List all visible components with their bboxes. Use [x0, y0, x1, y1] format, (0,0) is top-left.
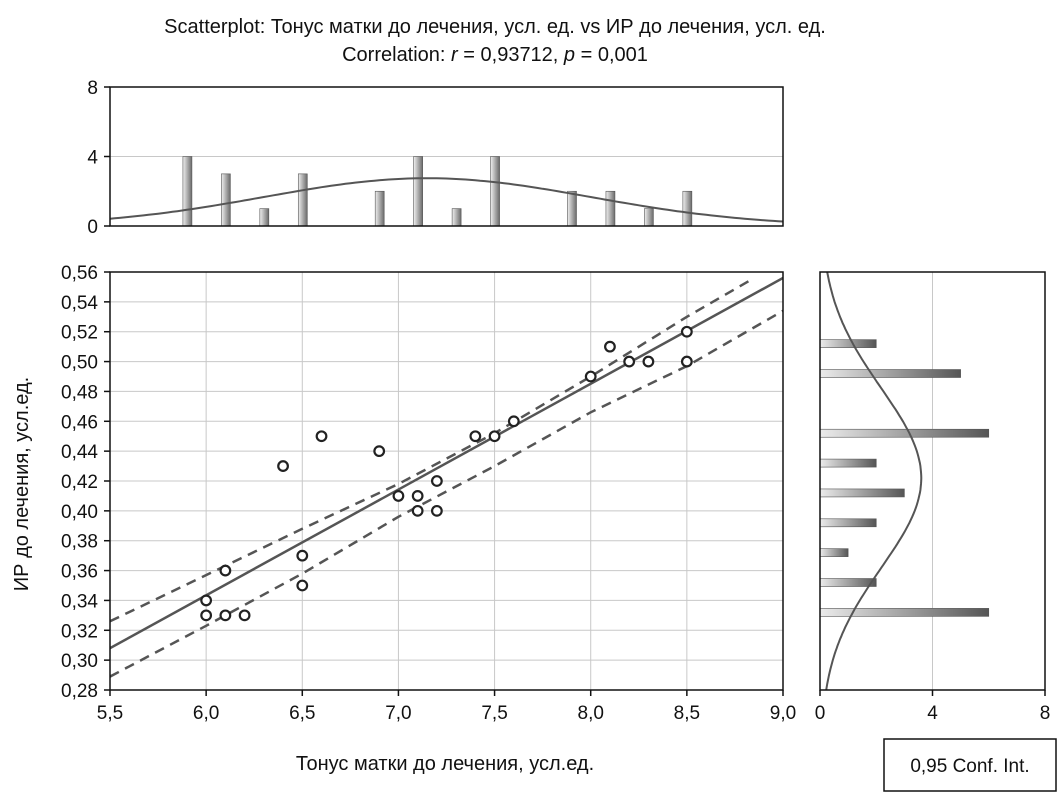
scatter-point	[219, 564, 232, 577]
right-histogram-panel: 0 4 8	[815, 271, 1051, 724]
right-histogram-bar	[819, 428, 990, 438]
legend-box	[883, 738, 1057, 792]
x-tick-label: 6,5	[289, 703, 315, 724]
chart-subtitle: Correlation: r = 0,93712, p = 0,001	[342, 44, 648, 66]
subtitle-p-symbol: p	[563, 44, 575, 66]
right-normal-curve	[825, 271, 923, 691]
legend: 0,95 Conf. Int.	[883, 738, 1057, 792]
top-plot-frame	[109, 86, 784, 227]
scatter-point	[430, 475, 443, 487]
x-tick-label: 8,0	[578, 703, 604, 724]
y-tick-label: 0,54	[61, 293, 98, 314]
top-histogram-bar	[451, 208, 462, 227]
scatter-point	[623, 355, 636, 368]
scatter-point	[507, 415, 520, 428]
right-plot-frame	[819, 271, 1046, 691]
y-tick-label: 0,32	[61, 621, 98, 642]
x-tick-label: 7,0	[385, 703, 411, 724]
scatter-point	[680, 325, 693, 338]
scatter-point	[584, 370, 597, 383]
scatter-point	[219, 609, 232, 622]
right-histogram-bar	[819, 548, 849, 557]
scatter-point	[296, 579, 309, 592]
top-histogram-bar	[490, 156, 500, 227]
scatter-point	[277, 460, 289, 472]
scatter-point	[604, 340, 616, 353]
scatter-content	[110, 276, 783, 678]
scatter-point	[200, 609, 213, 622]
y-tick-label: 0,30	[61, 651, 98, 672]
scatter-point	[411, 490, 424, 502]
y-tick-label: 0,28	[61, 681, 98, 702]
subtitle-p-value: = 0,001	[575, 44, 648, 66]
scatter-point	[392, 490, 405, 502]
y-tick-label: 0,38	[61, 532, 98, 553]
scatter-point	[469, 430, 482, 443]
right-x-tick-label: 8	[1040, 703, 1051, 724]
right-histogram-bar	[819, 578, 877, 587]
legend-label: 0,95 Conf. Int.	[910, 756, 1029, 777]
right-x-tick-label: 4	[927, 703, 938, 724]
y-tick-label: 0,44	[61, 442, 98, 463]
top-histogram-bar	[605, 190, 616, 227]
right-histogram-bar	[819, 369, 961, 378]
regression-line	[110, 276, 783, 650]
right-x-tick-label: 0	[815, 703, 826, 724]
chart-title: Scatterplot: Тонус матки до лечения, усл…	[164, 16, 826, 38]
scatter-point	[200, 594, 213, 607]
y-tick-label: 0,52	[61, 323, 98, 344]
scatter-point	[642, 355, 655, 368]
scatter-point	[488, 430, 501, 443]
scatter-point	[296, 549, 309, 562]
top-histogram-bar	[374, 190, 385, 227]
subtitle-r-symbol: r	[451, 44, 459, 66]
top-histogram-bar	[567, 190, 577, 227]
top-histogram-bar	[644, 208, 654, 227]
top-histogram-bar	[413, 156, 423, 227]
y-tick-label: 0,42	[61, 472, 98, 493]
scatter-point	[411, 504, 424, 517]
right-histogram-bar	[819, 488, 905, 498]
right-histogram-bar	[819, 458, 877, 468]
subtitle-prefix: Correlation:	[342, 44, 451, 66]
y-tick-label: 0,34	[61, 591, 98, 612]
y-tick-label: 0,50	[61, 353, 98, 374]
top-y-tick-label: 4	[87, 148, 98, 169]
right-histogram-bar	[819, 608, 990, 617]
top-histogram-bar	[682, 190, 693, 227]
x-axis-title: Тонус матки до лечения, усл.ед.	[296, 753, 594, 775]
top-histogram-bar	[221, 173, 231, 227]
x-tick-label: 7,5	[481, 703, 507, 724]
right-histogram-bar	[819, 518, 877, 528]
y-tick-label: 0,40	[61, 502, 98, 523]
scatter-panel: 5,5 6,0 6,5 7,0 7,5 8,0 8,5 9,0 0,28 0,30 0,32 0,34…	[61, 263, 796, 724]
y-tick-label: 0,56	[61, 263, 98, 284]
y-tick-label: 0,46	[61, 412, 98, 433]
scatter-point	[430, 504, 443, 517]
scatter-point	[315, 430, 328, 443]
top-histogram-bar	[259, 208, 270, 227]
scatter-plot-frame	[109, 271, 784, 691]
subtitle-r-value: = 0,93712,	[458, 44, 564, 66]
right-histogram-bar	[819, 339, 877, 348]
scatter-point	[373, 445, 386, 458]
scatter-point	[680, 355, 693, 368]
top-y-tick-label: 8	[87, 78, 98, 99]
scatter-point	[238, 609, 251, 622]
top-normal-curve	[109, 177, 784, 223]
x-tick-label: 8,5	[674, 703, 700, 724]
y-tick-label: 0,36	[61, 562, 98, 583]
top-histogram-panel: 0 4 8	[87, 78, 784, 238]
top-histogram-bar	[297, 173, 308, 227]
top-histogram-bar	[182, 156, 193, 227]
y-tick-label: 0,48	[61, 382, 98, 403]
x-tick-label: 6,0	[193, 703, 219, 724]
top-y-tick-label: 0	[87, 217, 98, 238]
y-axis-title: ИР до лечения, усл.ед.	[11, 377, 33, 591]
x-tick-label: 5,5	[97, 703, 123, 724]
x-tick-label: 9,0	[770, 703, 796, 724]
